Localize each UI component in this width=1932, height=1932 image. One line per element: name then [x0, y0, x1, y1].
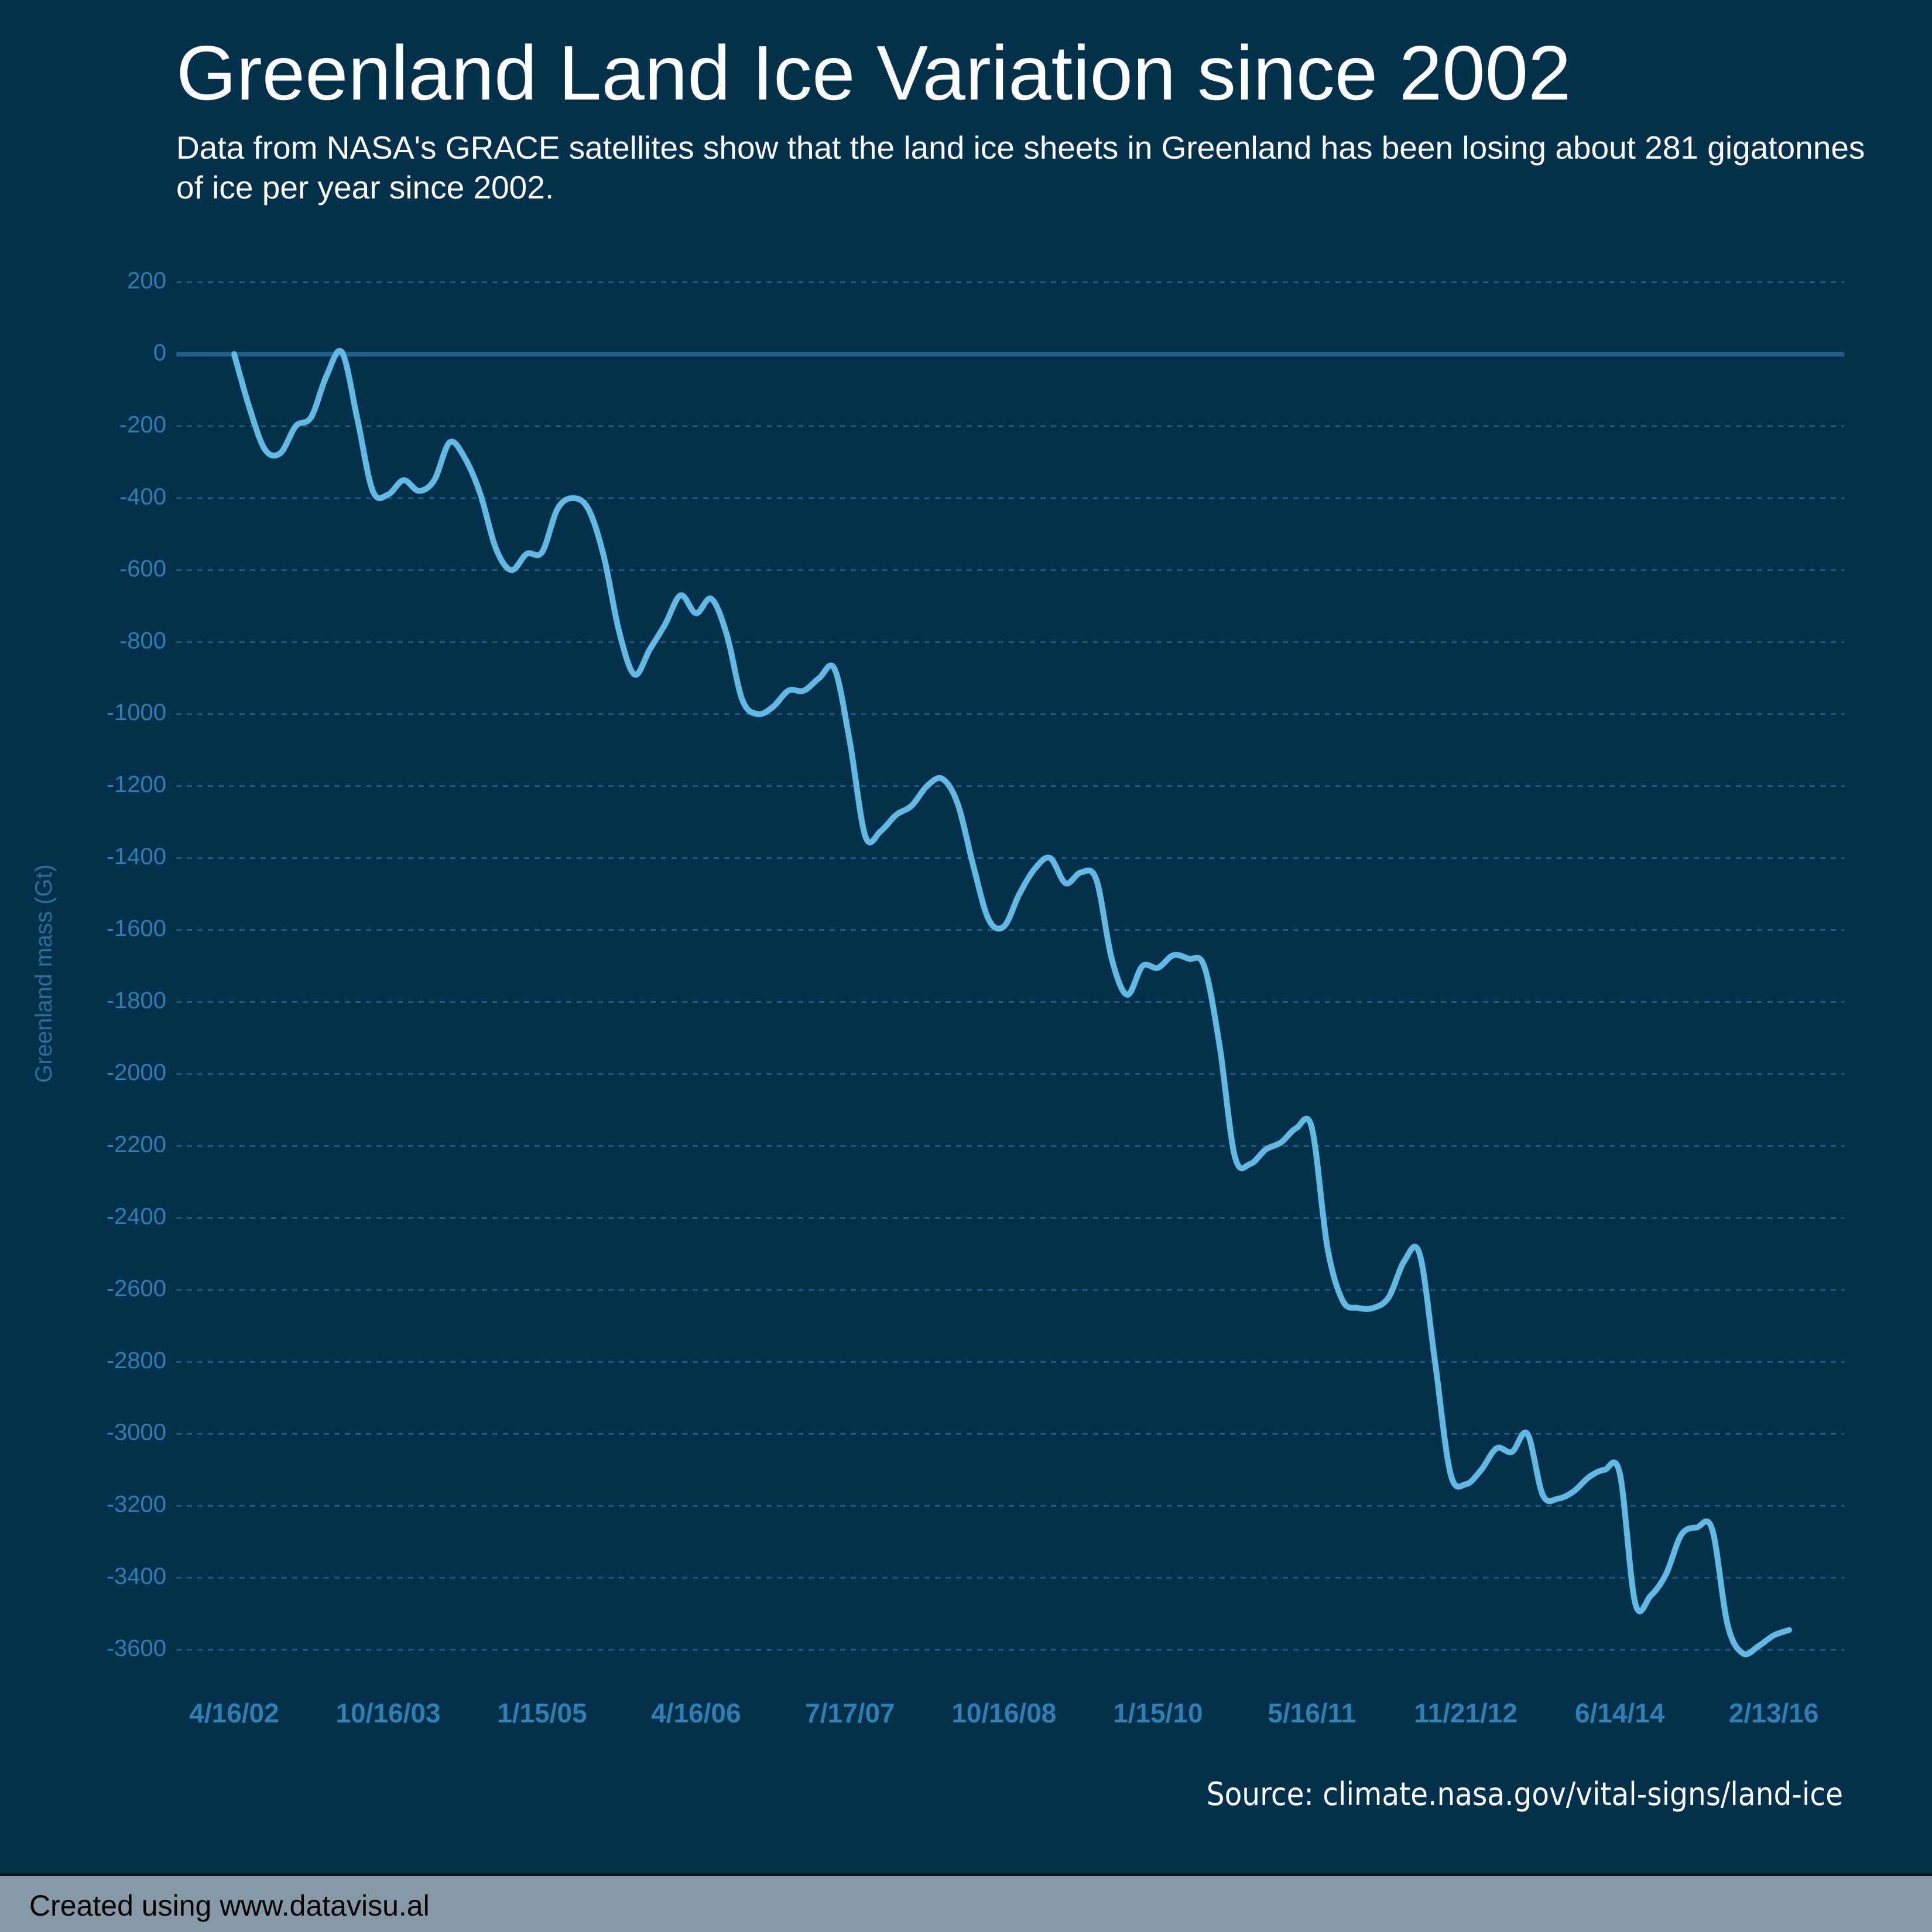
y-tick-label: -3600	[107, 1636, 166, 1662]
x-tick-label: 4/16/06	[651, 1698, 741, 1728]
y-tick-label: -1200	[107, 772, 166, 797]
y-tick-label: -1000	[107, 700, 166, 725]
y-tick-label: -600	[119, 556, 166, 581]
x-tick-label: 1/15/05	[497, 1698, 587, 1728]
x-tick-label: 1/15/10	[1113, 1698, 1203, 1728]
x-tick-label: 2/13/16	[1729, 1698, 1818, 1728]
y-tick-label: -2200	[107, 1132, 166, 1157]
footer-text: Created using www.datavisu.al	[29, 1889, 430, 1922]
y-tick-label: 200	[127, 268, 166, 294]
footer-bar: Created using www.datavisu.al	[0, 1873, 1932, 1932]
data-line	[231, 348, 1792, 1657]
y-tick-label: -3000	[107, 1420, 166, 1445]
source: Source: climate.nasa.gov/vital-signs/lan…	[1207, 1776, 1843, 1813]
y-tick-label: 0	[153, 340, 166, 366]
x-tick-label: 4/16/02	[189, 1698, 279, 1728]
y-tick-label: -3200	[107, 1492, 166, 1517]
y-tick-label: -2600	[107, 1276, 166, 1301]
y-tick-label: -2400	[107, 1204, 166, 1229]
x-tick-label: 5/16/11	[1268, 1698, 1356, 1728]
y-axis-label: Greenland mass (Gt)	[31, 864, 57, 1083]
y-tick-label: -800	[119, 628, 166, 653]
y-tick-label: -2800	[107, 1348, 166, 1373]
x-tick-label: 10/16/03	[335, 1698, 440, 1728]
y-tick-label: -400	[119, 484, 166, 509]
x-tick-label: 7/17/07	[805, 1698, 895, 1728]
y-tick-label: -200	[119, 412, 166, 437]
x-tick-label: 6/14/14	[1575, 1698, 1665, 1728]
chart: Greenland Land Ice Variation since 2002 …	[31, 30, 1844, 1813]
x-tick-label: 11/21/12	[1414, 1698, 1517, 1728]
x-tick-label: 10/16/08	[951, 1698, 1056, 1728]
y-tick-label: -1600	[107, 916, 166, 941]
y-tick-label: -1800	[107, 988, 166, 1013]
y-tick-label: -2000	[107, 1060, 166, 1085]
y-tick-label: -3400	[107, 1564, 166, 1590]
subtitle: Data from NASA's GRACE satellites show t…	[176, 129, 1865, 205]
chart-title: Greenland Land Ice Variation since 2002	[176, 30, 1571, 116]
y-tick-label: -1400	[107, 844, 166, 869]
